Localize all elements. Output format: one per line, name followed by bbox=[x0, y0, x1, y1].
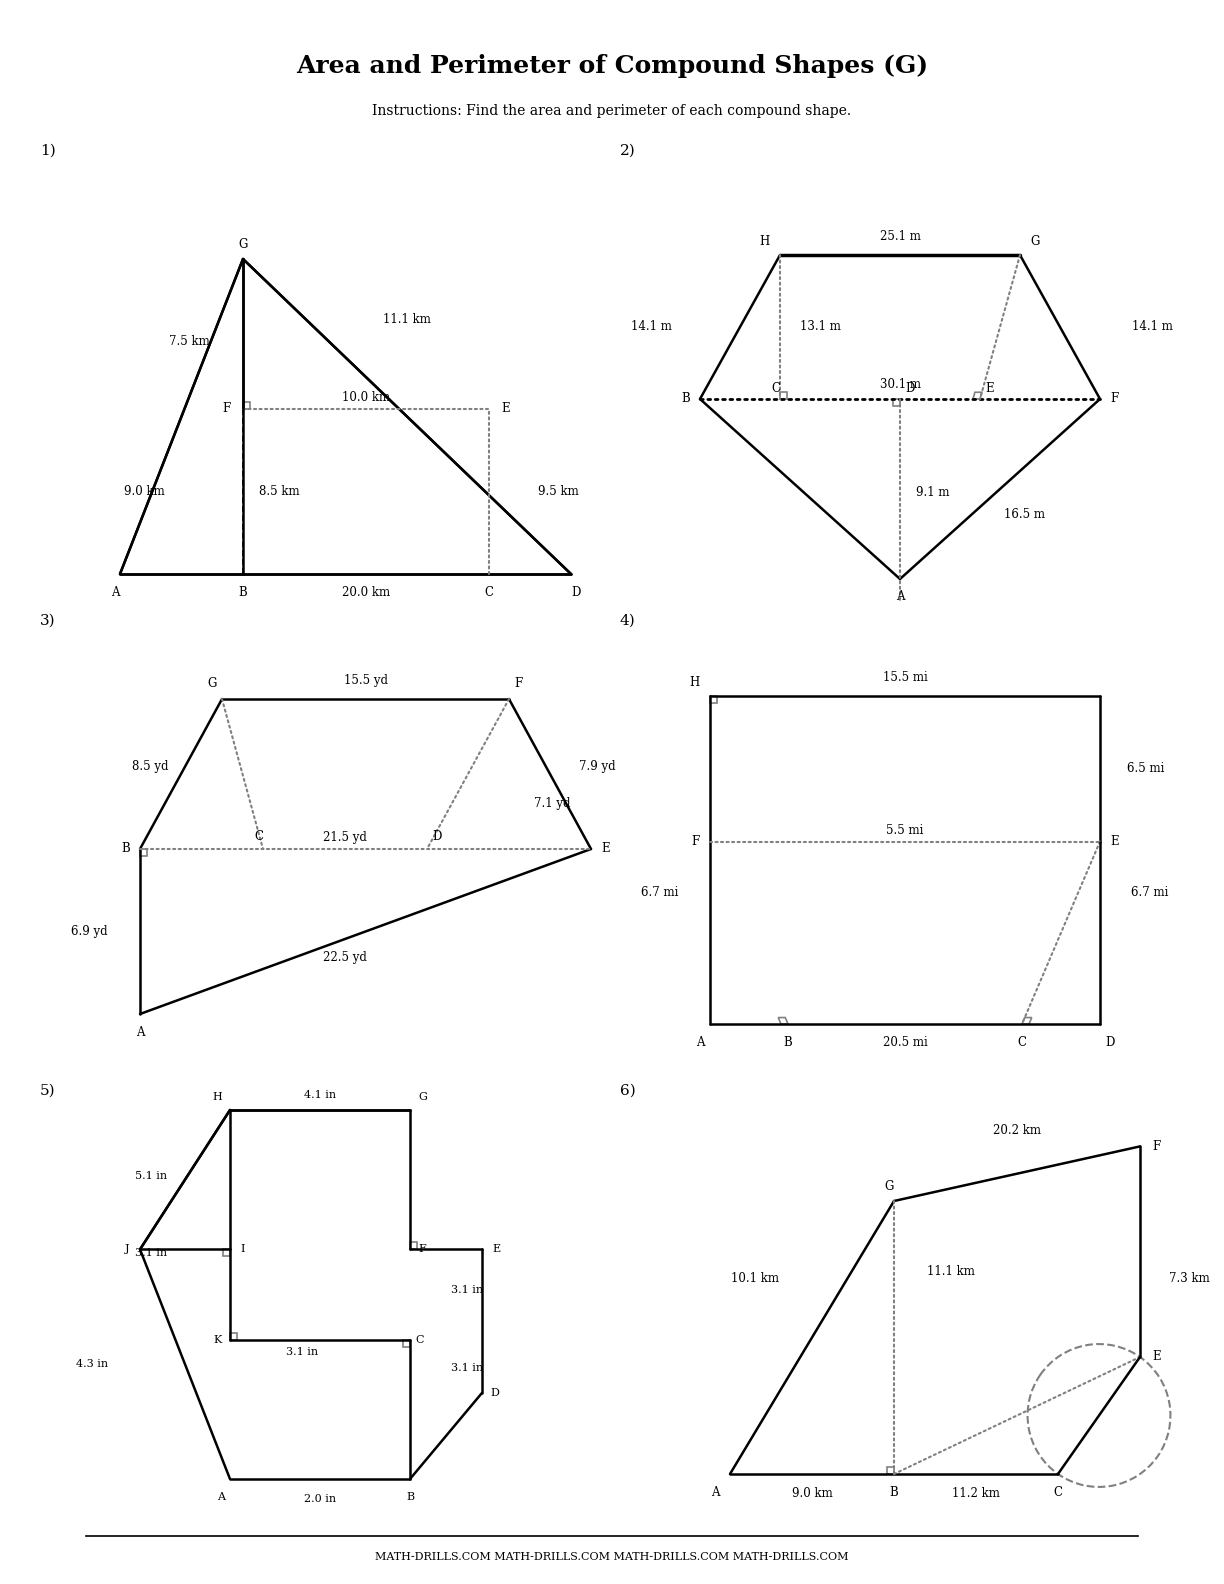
Text: MATH-DRILLS.COM MATH-DRILLS.COM MATH-DRILLS.COM MATH-DRILLS.COM: MATH-DRILLS.COM MATH-DRILLS.COM MATH-DRI… bbox=[376, 1552, 848, 1562]
Text: G: G bbox=[419, 1091, 427, 1102]
Text: H: H bbox=[760, 236, 770, 249]
Text: 20.5 mi: 20.5 mi bbox=[883, 1036, 928, 1049]
Text: E: E bbox=[601, 843, 610, 855]
Text: 6.5 mi: 6.5 mi bbox=[1127, 762, 1165, 775]
Text: Instructions: Find the area and perimeter of each compound shape.: Instructions: Find the area and perimete… bbox=[372, 105, 852, 117]
Text: 9.5 km: 9.5 km bbox=[539, 485, 579, 497]
Text: A: A bbox=[711, 1486, 720, 1498]
Text: D: D bbox=[1105, 1036, 1114, 1049]
Text: A: A bbox=[696, 1036, 705, 1049]
Text: F: F bbox=[514, 678, 523, 691]
Text: B: B bbox=[121, 843, 130, 855]
Text: 7.1 yd: 7.1 yd bbox=[534, 797, 570, 811]
Text: 25.1 m: 25.1 m bbox=[880, 231, 920, 244]
Text: E: E bbox=[501, 402, 509, 415]
Text: H: H bbox=[212, 1091, 222, 1102]
Text: D: D bbox=[432, 830, 442, 844]
Text: 16.5 m: 16.5 m bbox=[1004, 508, 1045, 521]
Text: 2.0 in: 2.0 in bbox=[304, 1494, 337, 1505]
Text: B: B bbox=[406, 1492, 414, 1502]
Text: 3.1 in: 3.1 in bbox=[450, 1285, 482, 1296]
Text: E: E bbox=[985, 382, 994, 396]
Text: 4.3 in: 4.3 in bbox=[76, 1359, 109, 1369]
Text: 11.1 km: 11.1 km bbox=[383, 312, 431, 325]
Text: K: K bbox=[214, 1335, 222, 1345]
Text: 3): 3) bbox=[40, 615, 55, 627]
Text: E: E bbox=[1152, 1351, 1160, 1364]
Text: F: F bbox=[1110, 393, 1119, 406]
Text: G: G bbox=[208, 678, 217, 691]
Text: A: A bbox=[896, 591, 905, 604]
Text: C: C bbox=[1054, 1486, 1062, 1498]
Text: 11.2 km: 11.2 km bbox=[952, 1487, 1000, 1500]
Text: G: G bbox=[239, 238, 247, 250]
Text: J: J bbox=[125, 1245, 130, 1255]
Text: 14.1 m: 14.1 m bbox=[632, 320, 672, 334]
Text: 6.7 mi: 6.7 mi bbox=[1131, 885, 1169, 900]
Text: 5.1 in: 5.1 in bbox=[135, 1171, 166, 1180]
Text: 5): 5) bbox=[40, 1083, 55, 1098]
Text: 30.1 m: 30.1 m bbox=[880, 379, 920, 391]
Text: 5.5 mi: 5.5 mi bbox=[886, 824, 924, 836]
Text: B: B bbox=[783, 1036, 792, 1049]
Text: 2): 2) bbox=[621, 144, 635, 158]
Text: 1): 1) bbox=[40, 144, 56, 158]
Text: A: A bbox=[110, 586, 119, 599]
Text: G: G bbox=[884, 1180, 894, 1193]
Text: E: E bbox=[492, 1245, 501, 1255]
Text: 9.0 km: 9.0 km bbox=[125, 485, 165, 497]
Text: 8.5 km: 8.5 km bbox=[259, 485, 300, 497]
Text: C: C bbox=[415, 1335, 424, 1345]
Text: 11.1 km: 11.1 km bbox=[927, 1264, 974, 1278]
Text: 15.5 yd: 15.5 yd bbox=[344, 675, 388, 687]
Text: 15.5 mi: 15.5 mi bbox=[883, 672, 928, 684]
Text: 9.0 km: 9.0 km bbox=[792, 1487, 832, 1500]
Text: 4.1 in: 4.1 in bbox=[304, 1090, 337, 1099]
Text: 13.1 m: 13.1 m bbox=[800, 320, 841, 334]
Text: 20.2 km: 20.2 km bbox=[993, 1125, 1040, 1137]
Text: A: A bbox=[136, 1025, 144, 1039]
Text: B: B bbox=[890, 1486, 898, 1498]
Text: D: D bbox=[572, 586, 580, 599]
Text: 7.9 yd: 7.9 yd bbox=[579, 760, 616, 773]
Text: 6.9 yd: 6.9 yd bbox=[71, 925, 108, 938]
Text: G: G bbox=[1031, 236, 1039, 249]
Text: F: F bbox=[1152, 1140, 1160, 1153]
Text: 9.1 m: 9.1 m bbox=[916, 486, 950, 499]
Text: 8.5 yd: 8.5 yd bbox=[132, 760, 169, 773]
Text: 7.3 km: 7.3 km bbox=[1169, 1272, 1209, 1286]
Text: F: F bbox=[223, 402, 231, 415]
Text: 3.1 in: 3.1 in bbox=[135, 1248, 166, 1259]
Text: 7.5 km: 7.5 km bbox=[169, 334, 211, 348]
Text: 3.1 in: 3.1 in bbox=[450, 1364, 482, 1373]
Text: B: B bbox=[239, 586, 247, 599]
Text: H: H bbox=[690, 676, 700, 689]
Text: B: B bbox=[682, 393, 690, 406]
Text: D: D bbox=[905, 382, 914, 396]
Text: 10.0 km: 10.0 km bbox=[341, 391, 390, 404]
Text: D: D bbox=[490, 1388, 499, 1399]
Text: C: C bbox=[485, 586, 493, 599]
Text: I: I bbox=[240, 1245, 245, 1255]
Text: A: A bbox=[217, 1492, 225, 1502]
Text: C: C bbox=[255, 830, 263, 844]
Text: 20.0 km: 20.0 km bbox=[341, 586, 390, 599]
Text: Area and Perimeter of Compound Shapes (G): Area and Perimeter of Compound Shapes (G… bbox=[296, 54, 928, 78]
Text: C: C bbox=[1017, 1036, 1027, 1049]
Text: C: C bbox=[771, 382, 780, 396]
Text: E: E bbox=[1110, 835, 1119, 847]
Text: F: F bbox=[692, 835, 700, 847]
Text: 10.1 km: 10.1 km bbox=[731, 1272, 780, 1286]
Text: 21.5 yd: 21.5 yd bbox=[323, 832, 367, 844]
Text: 3.1 in: 3.1 in bbox=[286, 1346, 318, 1357]
Text: 14.1 m: 14.1 m bbox=[1132, 320, 1173, 334]
Text: 6): 6) bbox=[621, 1083, 635, 1098]
Text: 22.5 yd: 22.5 yd bbox=[323, 952, 367, 965]
Text: F: F bbox=[419, 1245, 426, 1255]
Text: 6.7 mi: 6.7 mi bbox=[641, 885, 679, 900]
Text: 4): 4) bbox=[621, 615, 635, 627]
